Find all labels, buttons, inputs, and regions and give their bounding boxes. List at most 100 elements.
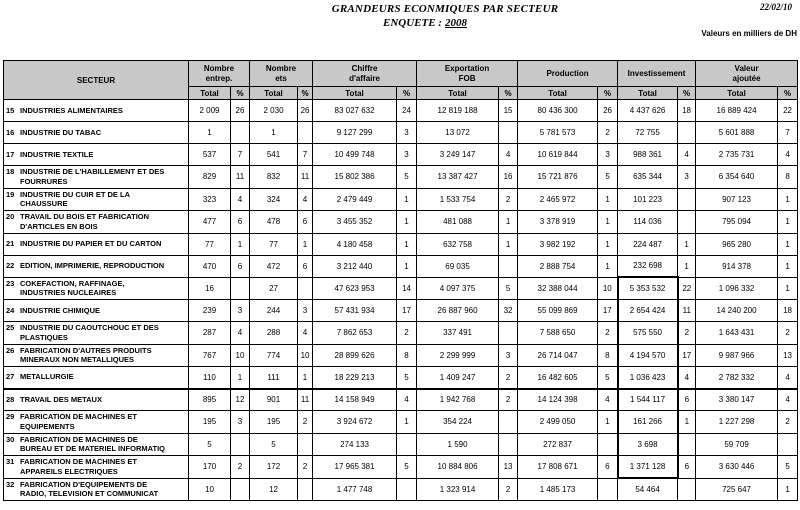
value-cell: 1 (249, 121, 299, 144)
value-cell: 725 647 (695, 477, 779, 501)
value-cell: 8 (396, 343, 418, 367)
value-cell (597, 477, 619, 501)
value-cell: 101 223 (617, 187, 679, 211)
value-cell: 14 (396, 276, 418, 300)
sector-cell: 24 INDUSTRIE CHIMIQUE (3, 299, 189, 322)
value-cell: 10 (597, 276, 619, 300)
value-cell: 170 (188, 455, 231, 479)
value-cell: 1 (777, 232, 799, 256)
sector-number: 25 (6, 323, 15, 332)
sector-cell: 32 FABRICATION D'EQUIPEMENTS DE RADIO, TE… (3, 477, 189, 501)
value-cell: 11 (297, 165, 314, 189)
sector-name: FABRICATION DE MACHINES ET APPAREILS ELE… (20, 457, 137, 476)
header-nombre-entrep: Nombre entrep. (187, 60, 251, 87)
value-cell: 1 (297, 366, 314, 389)
sector-number: 20 (6, 212, 15, 221)
value-cell: 3 (597, 143, 619, 166)
table-row: 16 INDUSTRIE DU TABAC 1 1 9 127 299 3 13 072 5 … (3, 121, 799, 144)
value-cell (297, 121, 314, 144)
value-cell: 239 (188, 299, 231, 322)
value-cell: 1 096 332 (695, 276, 779, 300)
sector-table: SECTEUR Nombre entrep. Nombre ets Chiffr… (3, 60, 799, 501)
value-cell: 6 (229, 254, 251, 278)
header-nombre-ets: Nombre ets (249, 60, 314, 87)
value-cell: 18 (677, 99, 697, 122)
header-investissement: Investissement (617, 60, 697, 87)
value-cell: 26 (229, 99, 251, 122)
header-secteur: SECTEUR (3, 60, 189, 100)
value-cell: 10 499 748 (312, 143, 398, 166)
table-row: 15 INDUSTRIES ALIMENTAIRES 2 009 26 2 030 26 8… (3, 99, 799, 122)
value-cell: 7 (229, 143, 251, 166)
value-cell: 2 735 731 (695, 143, 779, 166)
subheader-pct: % (597, 86, 619, 100)
value-cell: 10 (188, 477, 231, 501)
value-cell: 22 (777, 99, 799, 122)
value-cell: 4 180 458 (312, 232, 398, 256)
value-cell: 3 249 147 (416, 143, 500, 166)
value-cell: 72 755 (617, 121, 679, 144)
value-cell: 1 (229, 366, 251, 389)
value-cell: 6 (677, 455, 697, 479)
value-cell: 69 035 (416, 254, 500, 278)
value-cell (297, 276, 314, 300)
report-date: 22/02/10 (759, 2, 792, 12)
value-cell: 337 491 (416, 321, 500, 345)
value-cell: 1 (777, 254, 799, 278)
value-cell: 8 (597, 343, 619, 367)
value-cell: 2 (297, 410, 314, 434)
value-cell (229, 432, 251, 456)
value-cell: 3 (396, 143, 418, 166)
value-cell: 17 (597, 299, 619, 322)
value-cell: 8 (777, 165, 799, 189)
value-cell (677, 210, 697, 234)
sector-number: 27 (6, 372, 15, 382)
value-cell: 47 623 953 (312, 276, 398, 300)
sector-number: 18 (6, 167, 15, 176)
value-cell: 5 (396, 165, 418, 189)
value-cell: 5 353 532 (616, 276, 679, 300)
value-cell: 5 (498, 276, 519, 300)
value-cell: 1 485 173 (517, 477, 599, 501)
value-cell: 895 (188, 387, 231, 411)
value-cell: 54 464 (617, 477, 679, 501)
value-cell: 2 030 (249, 99, 299, 122)
sector-cell: 25 INDUSTRIE DU CAOUTCHOUC ET DES PLASTIQ… (3, 321, 189, 345)
value-cell: 2 (498, 477, 519, 501)
value-cell: 537 (188, 143, 231, 166)
sector-number: 31 (6, 457, 15, 466)
value-cell: 80 436 300 (517, 99, 599, 122)
value-cell (297, 432, 314, 456)
value-cell: 2 (297, 455, 314, 479)
value-cell: 7 (777, 121, 799, 144)
value-cell (498, 432, 519, 456)
sector-cell: 22 EDITION, IMPRIMERIE, REPRODUCTION (3, 254, 189, 278)
value-cell: 12 (249, 477, 299, 501)
value-cell: 2 654 424 (616, 299, 679, 322)
value-cell: 1 533 754 (416, 187, 500, 211)
value-cell: 2 (396, 321, 418, 345)
sector-cell: 31 FABRICATION DE MACHINES ET APPAREILS E… (3, 455, 189, 479)
value-cell (498, 410, 519, 434)
sector-name: INDUSTRIE DU CAOUTCHOUC ET DES PLASTIQUE… (20, 323, 159, 342)
value-cell: 2 009 (188, 99, 231, 122)
value-cell: 477 (188, 210, 231, 234)
value-cell: 4 097 375 (416, 276, 500, 300)
value-cell: 13 387 427 (416, 165, 500, 189)
value-cell (677, 187, 697, 211)
value-cell: 4 (396, 387, 418, 411)
value-cell: 1 (396, 254, 418, 278)
value-cell: 16 482 605 (517, 366, 599, 389)
value-cell: 1 323 914 (416, 477, 500, 501)
value-cell: 907 123 (695, 187, 779, 211)
table-row: 26 FABRICATION D'AUTRES PRODUITS MINERAUX… (3, 343, 799, 367)
sector-number: 19 (6, 189, 15, 199)
value-cell: 4 (597, 387, 619, 411)
value-cell: 774 (249, 343, 299, 367)
value-cell: 272 837 (517, 432, 599, 456)
sector-cell: 23 COKEFACTION, RAFFINAGE, INDUSTRIES NUC… (3, 276, 189, 300)
value-cell: 4 (677, 143, 697, 166)
value-cell: 274 133 (312, 432, 398, 456)
value-cell: 1 942 768 (416, 387, 500, 411)
subtitle-prefix: ENQUETE : (383, 17, 442, 29)
